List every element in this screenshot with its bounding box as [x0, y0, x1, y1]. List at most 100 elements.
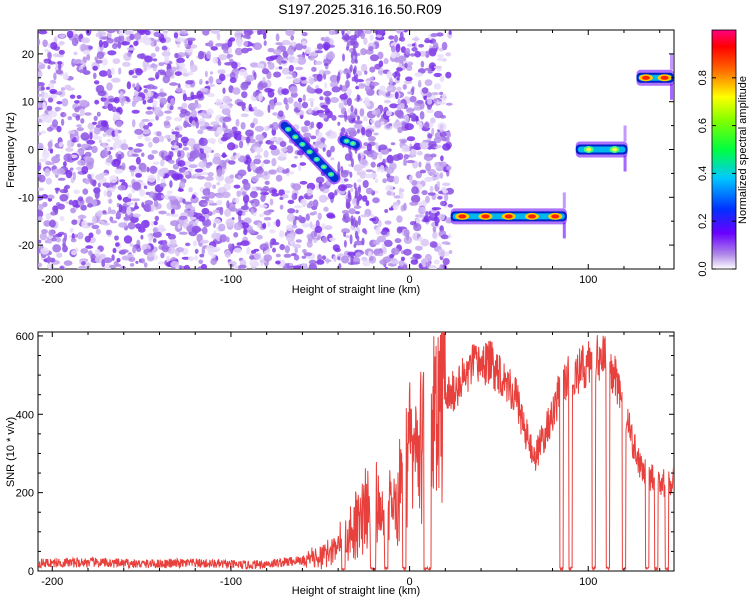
noise-blob: [64, 84, 72, 90]
noise-blob: [156, 131, 162, 137]
noise-blob: [241, 212, 246, 216]
noise-blob: [63, 260, 73, 266]
noise-blob: [252, 106, 258, 111]
snr-series-line: [38, 332, 674, 571]
noise-blob: [126, 206, 132, 216]
noise-blob: [178, 167, 186, 173]
noise-blob: [236, 190, 242, 197]
noise-blob: [240, 82, 249, 91]
noise-blob: [74, 100, 81, 104]
track-peak-center: [551, 214, 560, 219]
noise-blob: [176, 43, 181, 48]
noise-blob: [185, 80, 194, 85]
noise-blob: [208, 75, 214, 85]
noise-blob: [147, 122, 153, 127]
noise-blob: [238, 264, 247, 269]
noise-blob: [249, 190, 258, 199]
noise-blob: [316, 73, 323, 82]
noise-blob: [329, 51, 334, 57]
noise-blob: [346, 88, 353, 95]
noise-blob: [106, 68, 112, 77]
noise-blob: [227, 38, 233, 48]
noise-blob: [169, 151, 174, 158]
noise-blob: [205, 162, 211, 169]
noise-blob: [158, 62, 165, 67]
noise-blob: [256, 173, 264, 178]
noise-blob: [236, 242, 243, 246]
noise-blob: [79, 33, 84, 39]
noise-blob: [297, 164, 302, 172]
noise-blob: [317, 254, 322, 262]
noise-blob: [309, 221, 313, 229]
colorbar-tick-label: 0.6: [697, 118, 709, 133]
noise-blob: [51, 155, 61, 164]
noise-blob: [117, 196, 122, 201]
noise-blob: [160, 159, 165, 167]
noise-blob: [299, 180, 308, 185]
noise-blob: [169, 82, 179, 86]
noise-blob: [173, 117, 183, 122]
noise-blob: [227, 47, 233, 54]
noise-blob: [197, 112, 206, 116]
noise-blob: [38, 61, 43, 66]
noise-blob: [76, 95, 82, 99]
noise-blob: [81, 166, 89, 174]
noise-blob: [356, 199, 360, 206]
noise-blob: [132, 245, 137, 254]
noise-blob: [178, 62, 186, 68]
noise-blob: [251, 186, 257, 192]
noise-blob: [102, 133, 107, 137]
noise-blob: [153, 39, 157, 47]
noise-blob: [71, 219, 78, 225]
noise-blob: [321, 104, 329, 109]
noise-blob: [257, 63, 265, 69]
noise-blob: [369, 54, 379, 62]
noise-blob: [234, 30, 242, 39]
noise-blob: [257, 222, 262, 228]
noise-blob: [289, 86, 298, 94]
noise-blob: [389, 103, 399, 109]
noise-blob: [403, 30, 408, 33]
signal-track: [337, 133, 362, 151]
noise-blob: [131, 181, 142, 191]
noise-blob: [376, 235, 387, 243]
noise-blob: [178, 231, 188, 235]
noise-blob: [356, 235, 360, 242]
noise-blob: [161, 50, 171, 57]
noise-blob: [398, 259, 405, 267]
noise-blob: [263, 32, 267, 40]
noise-blob: [177, 160, 186, 167]
noise-blob: [168, 159, 175, 164]
noise-blob: [363, 37, 368, 45]
noise-blob: [250, 249, 257, 254]
noise-blob: [143, 185, 148, 189]
noise-blob: [69, 94, 76, 99]
noise-blob: [396, 67, 403, 72]
noise-blob: [292, 57, 299, 64]
noise-blob: [418, 79, 422, 88]
noise-blob: [135, 173, 143, 178]
noise-blob: [117, 185, 127, 191]
noise-blob: [99, 172, 109, 176]
noise-blob: [204, 70, 208, 78]
noise-blob: [364, 70, 368, 75]
noise-blob: [218, 223, 226, 232]
noise-blob: [224, 208, 231, 217]
noise-blob: [141, 168, 147, 173]
noise-blob: [118, 222, 128, 228]
noise-blob: [375, 226, 381, 235]
colorbar-tick-label: 0.8: [697, 70, 709, 85]
noise-blob: [92, 65, 98, 71]
noise-blob: [228, 202, 236, 211]
noise-blob: [420, 60, 425, 68]
noise-blob: [411, 37, 420, 41]
noise-blob: [287, 208, 296, 214]
noise-blob: [169, 238, 177, 246]
noise-blob: [111, 67, 115, 75]
noise-blob: [161, 45, 168, 51]
noise-blob: [175, 37, 185, 43]
noise-blob: [40, 130, 47, 134]
noise-blob: [448, 233, 452, 239]
noise-blob: [330, 145, 335, 153]
noise-blob: [77, 232, 84, 240]
